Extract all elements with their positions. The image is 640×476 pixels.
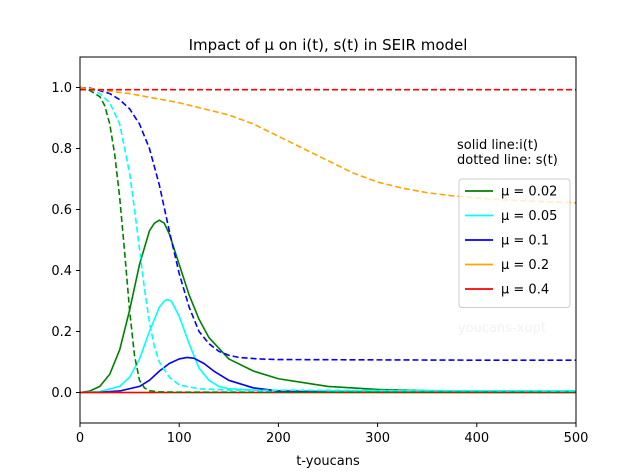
legend-label: μ = 0.4	[501, 283, 549, 298]
x-tick-label: 200	[266, 431, 291, 446]
x-tick-label: 500	[564, 431, 589, 446]
legend-label: μ = 0.2	[501, 258, 549, 273]
plot-area: 0 100 200 300 400 500 0.0 0.2 0.4 0.6 0.8 1.0	[51, 56, 589, 446]
x-tick-label: 400	[464, 431, 489, 446]
watermark: youcans-xupt	[458, 321, 546, 336]
y-tick-label: 1.0	[51, 81, 72, 96]
legend: μ = 0.02 μ = 0.05 μ = 0.1 μ = 0.2 μ = 0.4	[458, 178, 571, 308]
y-tick-label: 0.2	[51, 325, 72, 340]
y-tick-label: 0.0	[51, 386, 72, 401]
x-axis-label: t-youcans	[296, 454, 360, 469]
series-group	[80, 86, 576, 394]
legend-label: μ = 0.1	[501, 234, 549, 249]
annotation-dotted-line: dotted line: s(t)	[457, 153, 558, 168]
x-tick-label: 300	[365, 431, 390, 446]
y-tick-label: 0.8	[51, 142, 72, 157]
legend-label: μ = 0.02	[501, 185, 557, 200]
legend-label: μ = 0.05	[501, 209, 557, 224]
chart-title: Impact of μ on i(t), s(t) in SEIR model	[189, 36, 468, 54]
legend-box	[458, 178, 571, 308]
series-line-i-002	[80, 219, 576, 394]
series-line-s-002	[80, 86, 576, 393]
y-tick-label: 0.6	[51, 203, 72, 218]
annotation-solid-line: solid line:i(t)	[457, 138, 538, 153]
series-line-s-005	[80, 86, 576, 392]
x-tick-label: 0	[76, 431, 84, 446]
y-tick-label: 0.4	[51, 264, 72, 279]
series-line-s-01	[80, 86, 576, 361]
series-line-i-01	[80, 356, 576, 394]
x-tick-label: 100	[167, 431, 192, 446]
axes-frame	[79, 56, 577, 424]
